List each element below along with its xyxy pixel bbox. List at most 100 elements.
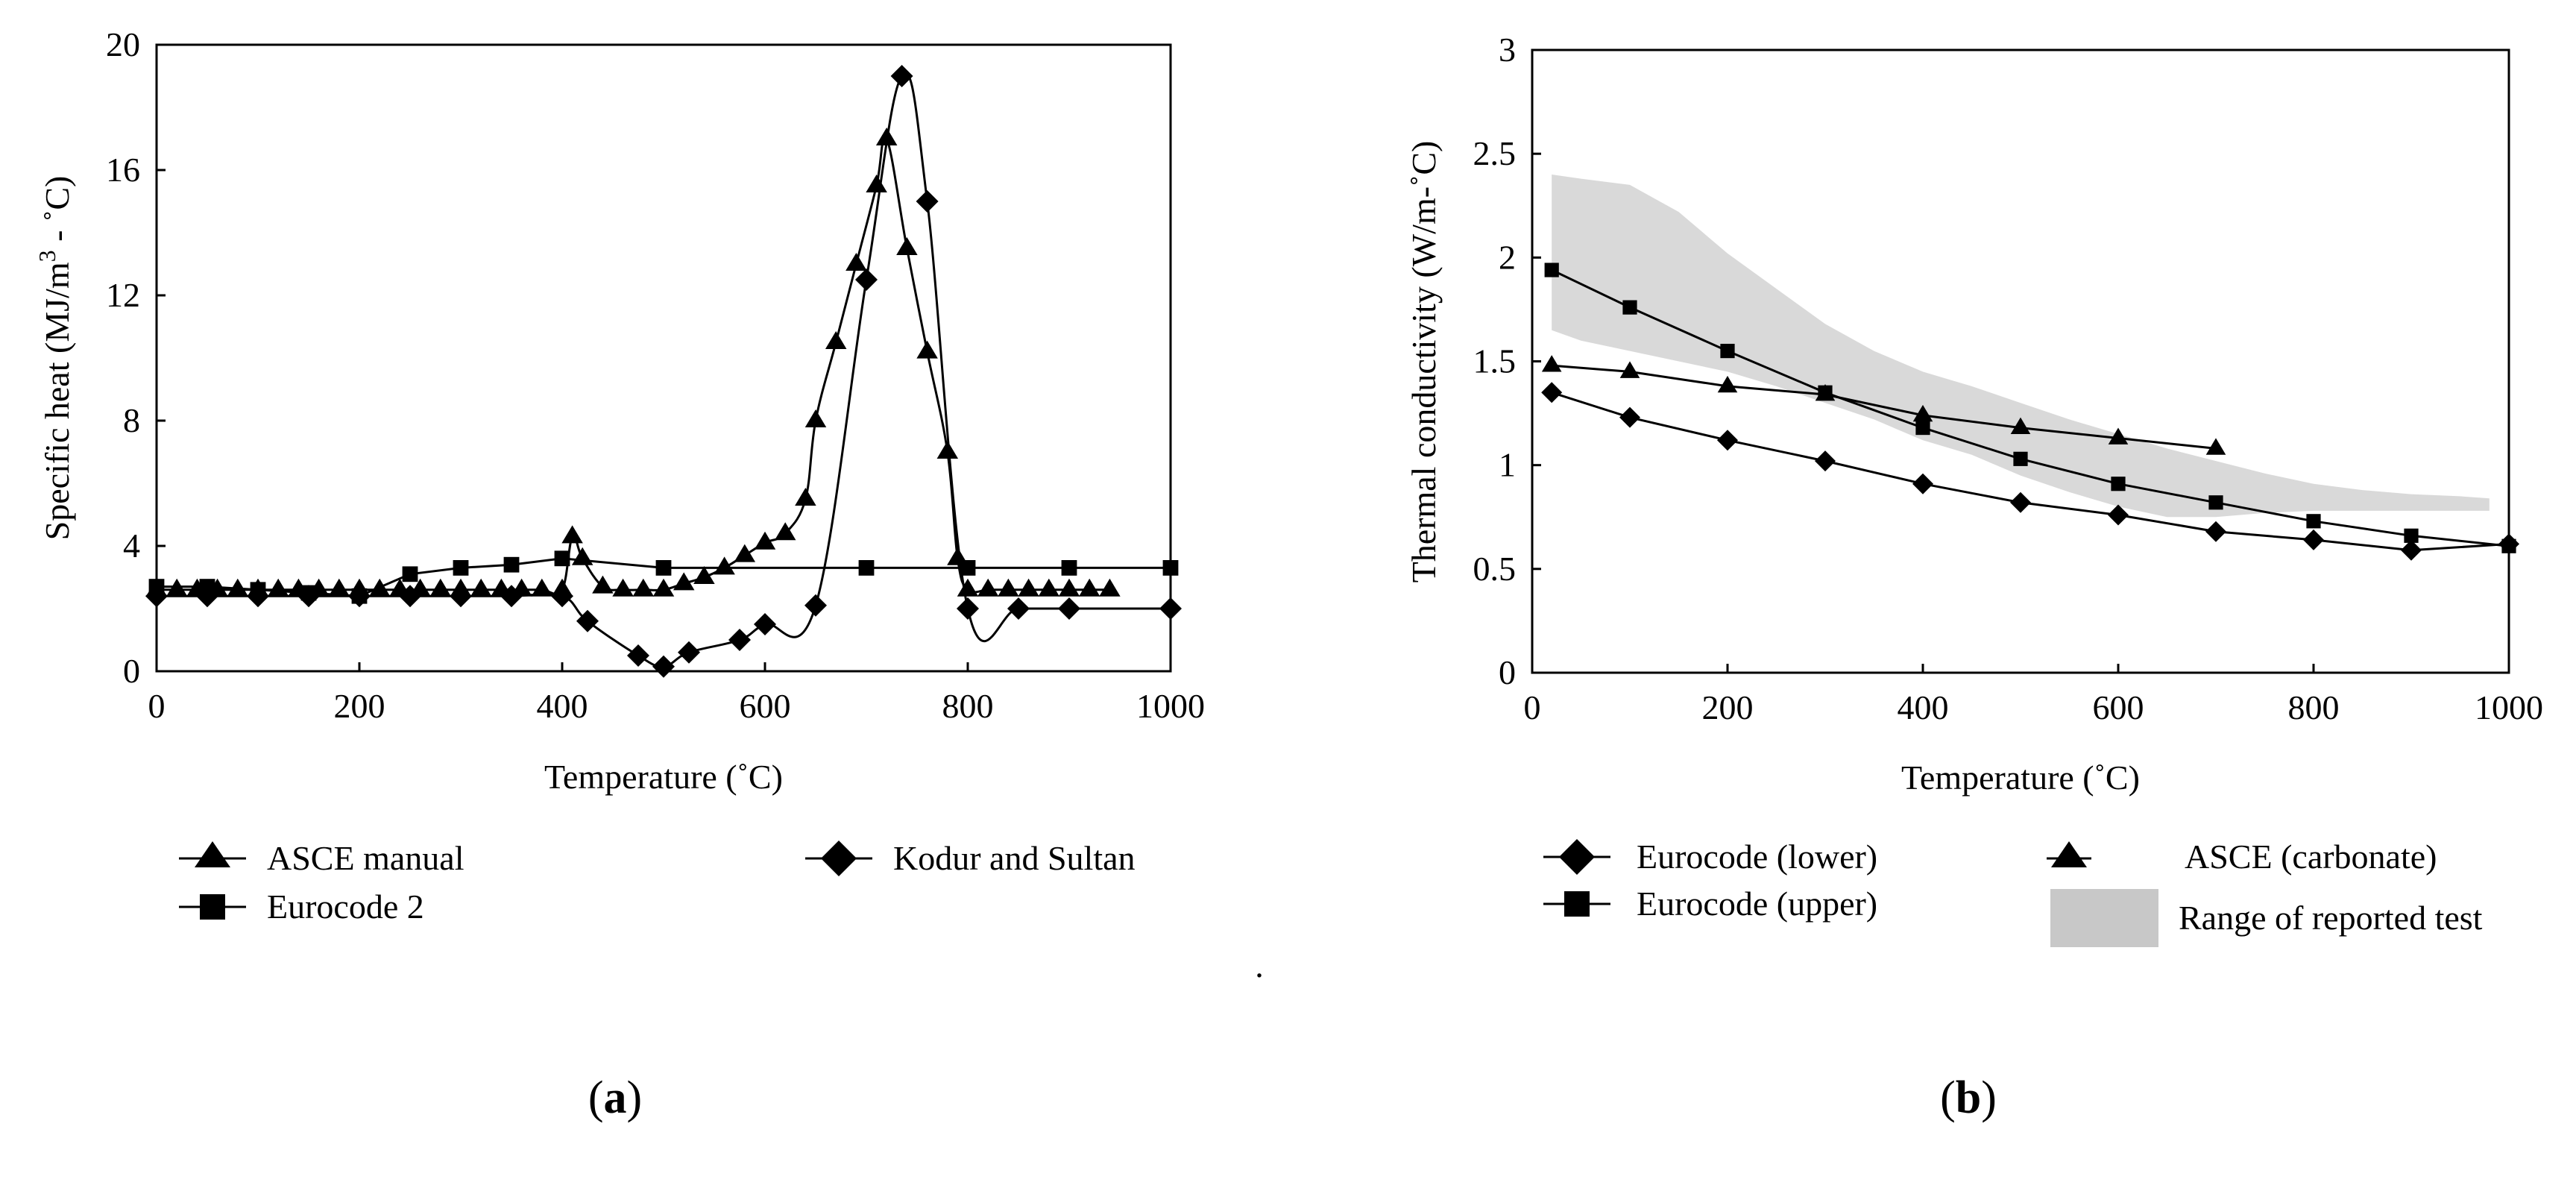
x-tick-label: 200 bbox=[334, 687, 385, 725]
data-point-asce-carbonate bbox=[1619, 361, 1640, 378]
legend-label-kodur-and-sultan: Kodur and Sultan bbox=[893, 839, 1136, 877]
y-tick-label: 0 bbox=[123, 652, 140, 690]
data-point-eurocode-2 bbox=[858, 560, 875, 576]
data-point-asce-carbonate bbox=[1912, 404, 1933, 422]
panel-a-legend: ASCE manual Eurocode 2 Kodur and Sultan bbox=[179, 839, 1136, 926]
y-tick-label: 2.5 bbox=[1473, 134, 1517, 172]
panel-b-y-axis-label: Thermal conductivity (W/m-˚C) bbox=[1405, 141, 1443, 583]
data-point-eurocode-upper bbox=[1720, 343, 1735, 359]
range-of-reported-test-band bbox=[1552, 175, 2490, 518]
legend-band-swatch bbox=[2050, 889, 2158, 947]
series-line-kodur-and-sultan bbox=[157, 72, 1171, 668]
data-point-eurocode-lower bbox=[2108, 504, 2129, 526]
data-point-kodur-and-sultan bbox=[890, 65, 913, 87]
data-point-eurocode-upper bbox=[1544, 263, 1559, 277]
y-tick-label: 16 bbox=[106, 151, 140, 189]
y-tick-label: 2 bbox=[1499, 238, 1516, 276]
data-point-asce-manual bbox=[267, 578, 289, 597]
panel-b-axis-ticks: 0 200 400 600 800 1000 0 0.5 1 1.5 2 2.5 3 bbox=[1473, 31, 2544, 726]
data-point-asce-manual bbox=[866, 175, 887, 192]
data-point-eurocode-lower bbox=[1717, 430, 1738, 451]
data-point-eurocode-lower bbox=[2205, 521, 2226, 542]
data-point-asce-manual bbox=[571, 547, 593, 565]
y-tick-label: 1.5 bbox=[1473, 342, 1517, 380]
y-tick-label: 1 bbox=[1499, 446, 1516, 484]
data-point-asce-manual bbox=[957, 578, 979, 597]
data-point-asce-manual bbox=[673, 572, 695, 591]
legend-triangle-marker bbox=[195, 841, 230, 867]
data-point-kodur-and-sultan bbox=[196, 585, 218, 608]
data-point-kodur-and-sultan bbox=[1007, 597, 1030, 620]
data-point-kodur-and-sultan bbox=[678, 641, 700, 664]
separator-dot: . bbox=[1255, 946, 1264, 984]
data-point-asce-manual bbox=[774, 522, 796, 541]
x-tick-label: 0 bbox=[148, 687, 166, 725]
data-point-kodur-and-sultan bbox=[348, 585, 371, 608]
data-point-eurocode-lower bbox=[1541, 382, 1563, 403]
data-point-kodur-and-sultan bbox=[297, 585, 320, 608]
data-point-eurocode-lower bbox=[2010, 491, 2031, 513]
legend-square-marker bbox=[200, 894, 225, 920]
data-point-asce-manual bbox=[998, 578, 1019, 597]
data-point-asce-manual bbox=[714, 556, 735, 575]
legend-item-kodur-and-sultan: Kodur and Sultan bbox=[805, 839, 1136, 877]
data-point-kodur-and-sultan bbox=[551, 585, 573, 608]
legend-item-eurocode-upper: Eurocode (upper) bbox=[1543, 885, 1877, 923]
panel-a-axis-ticks: 0 200 400 600 800 1000 0 4 8 12 16 20 bbox=[106, 25, 1205, 725]
data-point-asce-manual bbox=[795, 488, 816, 506]
data-point-asce-manual bbox=[1058, 578, 1080, 597]
data-point-asce-carbonate bbox=[1815, 384, 1836, 401]
data-point-asce-manual bbox=[612, 578, 634, 597]
data-point-eurocode-upper bbox=[2306, 514, 2321, 529]
data-point-kodur-and-sultan bbox=[957, 597, 979, 620]
data-point-asce-manual bbox=[632, 578, 655, 597]
data-point-kodur-and-sultan bbox=[652, 655, 675, 678]
panel-b-range-band bbox=[1552, 175, 2490, 518]
data-point-asce-manual bbox=[1038, 578, 1060, 597]
x-tick-label: 800 bbox=[2288, 688, 2340, 726]
legend-item-asce-carbonate: ASCE (carbonate) bbox=[2047, 838, 2437, 876]
legend-triangle-marker bbox=[2051, 841, 2087, 867]
y-tick-label: 0 bbox=[1499, 653, 1516, 691]
x-tick-label: 1000 bbox=[1136, 687, 1205, 725]
x-tick-label: 200 bbox=[1702, 688, 1754, 726]
data-point-asce-manual bbox=[693, 566, 715, 584]
data-point-asce-manual bbox=[977, 578, 999, 597]
x-tick-label: 800 bbox=[942, 687, 994, 725]
data-point-kodur-and-sultan bbox=[500, 585, 523, 608]
legend-item-range-of-reported-test: Range of reported test bbox=[2050, 889, 2483, 947]
data-point-asce-manual bbox=[1099, 578, 1121, 597]
data-point-kodur-and-sultan bbox=[1058, 597, 1080, 620]
legend-label-eurocode-2: Eurocode 2 bbox=[267, 888, 424, 926]
data-point-kodur-and-sultan bbox=[855, 268, 878, 291]
data-point-eurocode-upper bbox=[1915, 420, 1930, 436]
data-point-kodur-and-sultan bbox=[247, 585, 269, 608]
data-point-asce-manual bbox=[652, 578, 675, 597]
data-point-eurocode-lower bbox=[2401, 539, 2422, 561]
data-point-asce-manual bbox=[561, 525, 583, 544]
x-tick-label: 600 bbox=[2093, 688, 2144, 726]
data-point-asce-manual bbox=[531, 578, 553, 597]
data-point-asce-carbonate bbox=[2205, 438, 2226, 455]
data-point-kodur-and-sultan bbox=[627, 644, 649, 667]
data-point-eurocode-2 bbox=[655, 560, 672, 576]
data-point-eurocode-upper bbox=[1622, 300, 1637, 315]
data-point-kodur-and-sultan bbox=[916, 190, 939, 213]
panel-a-chart: 0 200 400 600 800 1000 0 4 8 12 16 20 Temperature (… bbox=[34, 25, 1205, 926]
panel-b-chart: 0 200 400 600 800 1000 0 0.5 1 1.5 2 2.5 3 Temperatu… bbox=[1405, 31, 2543, 947]
data-point-eurocode-lower bbox=[2303, 529, 2324, 550]
data-point-eurocode-lower bbox=[1912, 473, 1933, 494]
legend-label-range-of-reported-test: Range of reported test bbox=[2179, 899, 2483, 937]
panel-b-caption: (b) bbox=[1940, 1072, 1997, 1123]
data-point-asce-manual bbox=[825, 331, 847, 349]
data-point-asce-manual bbox=[896, 237, 918, 255]
data-point-kodur-and-sultan bbox=[754, 613, 776, 635]
data-point-asce-manual bbox=[754, 531, 776, 550]
y-tick-label: 20 bbox=[106, 25, 140, 63]
legend-square-marker bbox=[1564, 891, 1590, 917]
series-line-asce-carbonate bbox=[1552, 364, 2217, 450]
y-tick-label: 3 bbox=[1499, 31, 1516, 69]
legend-item-eurocode-lower: Eurocode (lower) bbox=[1543, 838, 1877, 876]
data-point-eurocode-2 bbox=[554, 550, 570, 567]
data-point-asce-manual bbox=[592, 575, 614, 594]
